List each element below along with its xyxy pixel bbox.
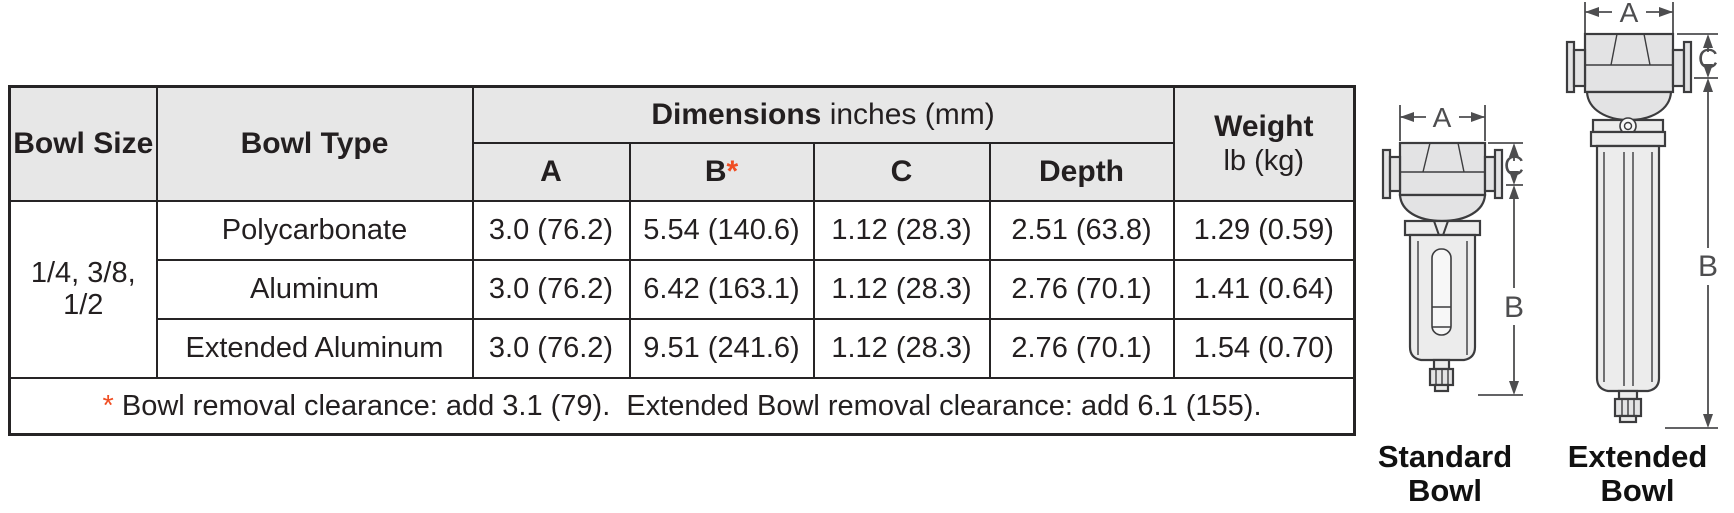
footnote: * Bowl removal clearance: add 3.1 (79). … [8,376,1356,436]
dimensions-table: Bowl Size Bowl Type Dimensions inches (m… [8,85,1357,436]
cell-b: 5.54 (140.6) [628,199,815,261]
cell-a: 3.0 (76.2) [471,317,631,379]
extended-bowl-body [1589,117,1667,424]
header-bowl-type: Bowl Type [155,85,474,202]
cell-depth: 2.51 (63.8) [988,199,1175,261]
standard-dim-b-label: B [1504,291,1524,324]
extended-bowl-diagram: A [1565,0,1718,429]
table-row-aluminum: Aluminum 3.0 (76.2) 6.42 (163.1) 1.12 (2… [10,258,1356,320]
extended-dim-b-arrow: B [1665,78,1718,429]
header-weight-bold: Weight [1214,109,1314,143]
cell-c: 1.12 (28.3) [812,199,991,261]
standard-bowl-label: Standard Bowl [1377,439,1513,509]
extended-dim-a-label: A [1620,0,1639,28]
extended-dim-b-label: B [1698,250,1718,283]
cell-a: 3.0 (76.2) [471,258,631,320]
footnote-row: * Bowl removal clearance: add 3.1 (79). … [8,376,1356,436]
header-dimensions: Dimensions inches (mm) [471,85,1175,144]
header-col-b-asterisk: * [726,154,739,188]
cell-weight: 1.29 (0.59) [1172,199,1356,261]
header-bowl-size: Bowl Size [8,85,158,202]
header-dimensions-bold: Dimensions [651,97,822,131]
standard-filter-head [1381,141,1504,223]
standard-dim-a-arrow: A [1399,102,1486,141]
table-row-extended-aluminum: Extended Aluminum 3.0 (76.2) 9.51 (241.6… [10,317,1356,379]
cell-c: 1.12 (28.3) [812,258,991,320]
cell-c: 1.12 (28.3) [812,317,991,379]
extended-filter-head [1565,32,1693,122]
cell-depth: 2.76 (70.1) [988,258,1175,320]
footnote-text: Bowl removal clearance: add 3.1 (79). Ex… [113,389,1262,422]
cell-a: 3.0 (76.2) [471,199,631,261]
extended-dim-c-arrow: C [1677,33,1718,79]
standard-dim-a-label: A [1433,102,1452,133]
cell-b: 9.51 (241.6) [628,317,815,379]
table-row-polycarbonate: 1/4, 3/8, 1/2 Polycarbonate 3.0 (76.2) 5… [8,199,1356,379]
header-col-c: C [812,141,991,202]
standard-port-right [1483,155,1497,193]
standard-dim-c-arrow: C [1488,142,1524,186]
extended-drain [1617,389,1639,401]
standard-bowl-diagram: A [1381,102,1524,396]
standard-drain [1432,358,1451,371]
cell-bowl-type: Aluminum [155,258,474,320]
footnote-asterisk: * [102,389,114,422]
extended-port-right [1671,48,1686,88]
header-col-a: A [471,141,631,202]
header-weight: Weight lb (kg) [1172,85,1356,202]
standard-dim-c-label: C [1504,150,1524,181]
extended-dim-a-arrow: A [1584,0,1674,36]
header-row-2: A B* C Depth [10,141,1355,202]
cell-bowl-size: 1/4, 3/8, 1/2 [8,199,158,379]
header-col-b-letter: B [704,154,727,188]
header-col-b: B* [628,141,815,202]
extended-bowl-label: Extended Bowl [1567,439,1708,509]
standard-sight-glass [1431,248,1452,336]
cell-depth: 2.76 (70.1) [988,317,1175,379]
standard-bowl-body [1403,219,1482,393]
cell-b: 6.42 (163.1) [628,258,815,320]
cell-weight: 1.41 (0.64) [1172,258,1356,320]
extended-dim-c-label: C [1698,43,1718,74]
header-row-1: Bowl Size Bowl Type Dimensions inches (m… [8,85,1356,202]
standard-dim-b-arrow: B [1478,185,1524,396]
header-weight-units: lb (kg) [1223,145,1305,178]
cell-weight: 1.54 (0.70) [1172,317,1356,379]
cell-bowl-type: Extended Aluminum [155,317,474,379]
header-col-depth: Depth [988,141,1175,202]
header-dimensions-units: inches (mm) [821,97,995,131]
cell-bowl-type: Polycarbonate [155,199,474,261]
